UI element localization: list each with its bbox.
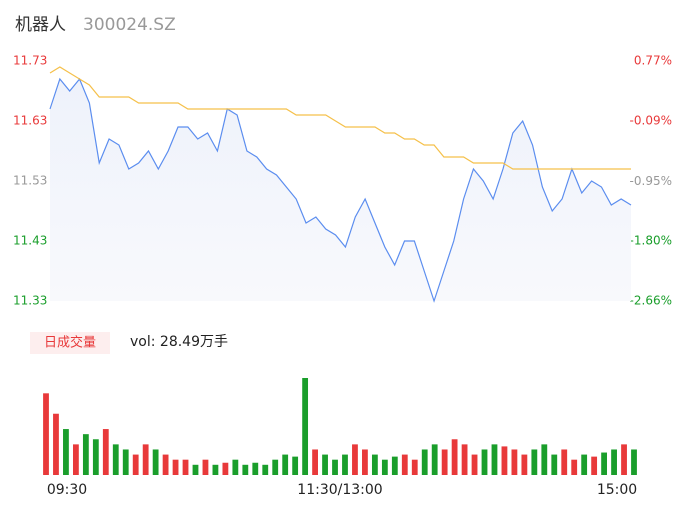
x-tick-label: 09:30 bbox=[47, 482, 87, 498]
price-line bbox=[49, 77, 632, 303]
volume-bar bbox=[122, 449, 129, 475]
legend-label: 日成交量 bbox=[44, 335, 96, 351]
volume-bar bbox=[491, 444, 498, 475]
volume-bar bbox=[521, 454, 528, 475]
subtitle: 300024.SZ bbox=[83, 15, 176, 35]
volume-bar bbox=[92, 439, 99, 475]
volume-bar bbox=[172, 459, 179, 475]
y-tick-label: 11.53 bbox=[13, 174, 47, 188]
volume-bar bbox=[381, 459, 388, 475]
volume-bar bbox=[431, 444, 438, 475]
volume-bar bbox=[621, 444, 627, 475]
volume-bar bbox=[72, 444, 79, 475]
x-tick-label: 15:00 bbox=[597, 482, 637, 498]
volume-bar bbox=[451, 439, 458, 475]
volume-bar bbox=[401, 454, 408, 475]
volume-bar bbox=[391, 456, 398, 475]
volume-bar bbox=[152, 449, 159, 475]
volume-bar bbox=[511, 449, 518, 475]
volume-bar bbox=[551, 454, 558, 475]
volume-bar bbox=[362, 449, 368, 475]
volume-bar bbox=[571, 459, 578, 475]
volume-bar bbox=[53, 413, 59, 475]
legend-box bbox=[30, 332, 110, 354]
volume-bar bbox=[252, 462, 259, 475]
y-tick-label: 11.63 bbox=[13, 114, 47, 128]
volume-label: vol: 28.49万手 bbox=[130, 334, 228, 350]
volume-bar bbox=[411, 459, 418, 475]
x-tick-label: 11:30/13:00 bbox=[297, 482, 382, 498]
volume-bar bbox=[102, 429, 109, 475]
volume-bar bbox=[182, 459, 189, 475]
y-tick-label: 11.33 bbox=[13, 294, 47, 308]
volume-bar bbox=[561, 449, 568, 475]
volume-bar bbox=[631, 449, 637, 475]
volume-bar bbox=[501, 446, 508, 475]
average-line bbox=[49, 66, 631, 170]
volume-bar bbox=[272, 459, 279, 475]
volume-bar bbox=[352, 444, 358, 475]
volume-bar bbox=[322, 454, 328, 475]
volume-bar bbox=[342, 454, 348, 475]
volume-bar bbox=[371, 454, 378, 475]
price-area bbox=[50, 79, 631, 301]
volume-bar bbox=[312, 449, 318, 475]
volume-bar bbox=[601, 452, 608, 475]
volume-bar bbox=[421, 449, 428, 475]
volume-bar bbox=[242, 464, 249, 475]
volume-bar bbox=[481, 449, 488, 475]
volume-bar bbox=[112, 444, 119, 475]
volume-bar bbox=[531, 449, 538, 475]
volume-bar bbox=[461, 444, 468, 475]
volume-bar bbox=[63, 429, 69, 475]
volume-bar bbox=[541, 444, 548, 475]
volume-bar bbox=[192, 464, 199, 475]
volume-bar bbox=[142, 444, 149, 475]
volume-bar bbox=[132, 454, 139, 475]
volume-bar bbox=[282, 454, 289, 475]
volume-bar bbox=[611, 449, 617, 475]
volume-bar bbox=[302, 378, 309, 475]
title: 机器人 bbox=[15, 15, 66, 35]
volume-bar bbox=[262, 464, 269, 475]
y-tick-label: 11.73 bbox=[13, 54, 47, 68]
volume-bar bbox=[222, 462, 229, 475]
y2-tick-label: -2.66% bbox=[630, 294, 672, 308]
volume-bar bbox=[202, 459, 209, 475]
volume-bar bbox=[292, 456, 299, 475]
volume-bar bbox=[82, 434, 89, 475]
volume-bar bbox=[581, 454, 588, 475]
volume-bar bbox=[43, 393, 49, 475]
y2-tick-label: 0.77% bbox=[634, 54, 672, 68]
volume-bar bbox=[471, 454, 478, 475]
volume-bar bbox=[232, 459, 239, 475]
volume-bar bbox=[441, 449, 448, 475]
volume-bar bbox=[591, 456, 598, 475]
volume-bar bbox=[212, 464, 219, 475]
y2-tick-label: -1.80% bbox=[630, 233, 672, 247]
y-tick-label: 11.43 bbox=[13, 234, 47, 248]
volume-bar bbox=[332, 459, 338, 475]
volume-bar bbox=[162, 454, 169, 475]
y2-tick-label: -0.09% bbox=[630, 114, 672, 128]
y2-tick-label: -0.95% bbox=[630, 174, 672, 188]
